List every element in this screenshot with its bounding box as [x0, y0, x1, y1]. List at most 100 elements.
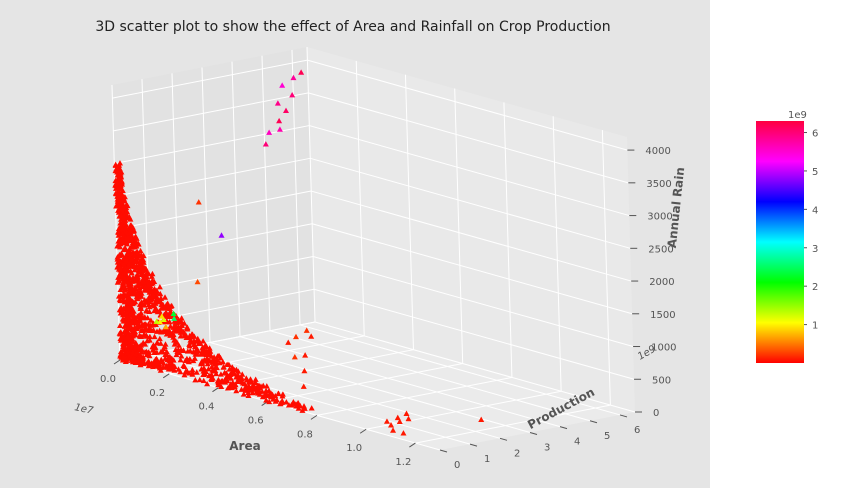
data-point-dense — [169, 332, 176, 338]
data-point-dense — [175, 316, 182, 323]
data-point-dense — [285, 402, 292, 408]
data-point-dense — [157, 299, 164, 305]
data-point-dense — [139, 264, 146, 271]
data-point-dense — [149, 321, 156, 328]
data-point-dense — [115, 174, 122, 180]
colorbar-tick-label: 2 — [812, 282, 818, 293]
data-point-dense — [133, 341, 140, 348]
data-point-dense — [114, 201, 121, 208]
data-point-dense — [137, 247, 144, 254]
data-point-dense — [135, 262, 142, 268]
data-point-dense — [124, 249, 131, 256]
grid-line-y-floor — [269, 330, 591, 422]
data-point-dense — [117, 244, 124, 250]
data-point-dense — [163, 318, 170, 324]
data-point-dense — [138, 309, 145, 316]
data-point-dense — [198, 360, 205, 367]
z-tick-label: 2000 — [649, 277, 674, 288]
data-point — [153, 318, 160, 324]
data-point-dense — [141, 274, 148, 281]
x-axis-offset: 1e7 — [73, 402, 94, 417]
data-point-dense — [128, 233, 135, 239]
data-point-dense — [125, 284, 132, 290]
data-point-dense — [219, 358, 226, 365]
data-point-dense — [119, 198, 126, 204]
grid-line-z-back — [309, 125, 630, 217]
data-point — [396, 418, 403, 425]
data-point-dense — [128, 310, 135, 316]
data-point-dense — [174, 339, 181, 345]
grid-line-z-back — [313, 288, 635, 380]
data-point-dense — [151, 344, 158, 351]
data-point-dense — [121, 323, 128, 329]
data-point-dense — [177, 333, 184, 339]
data-point-dense — [198, 351, 205, 357]
data-point-dense — [299, 407, 306, 413]
data-point-dense — [120, 238, 127, 244]
grid-line-z-left — [113, 92, 309, 132]
data-point-dense — [141, 301, 148, 308]
data-point — [300, 383, 307, 389]
data-point-dense — [121, 246, 128, 252]
data-point-dense — [290, 398, 297, 405]
data-point-dense — [130, 330, 137, 337]
data-point-dense — [134, 282, 141, 289]
data-point-dense — [266, 398, 273, 405]
grid-line-z-back — [312, 256, 634, 348]
data-point — [162, 323, 169, 330]
data-point-dense — [144, 269, 151, 276]
data-point — [403, 410, 410, 416]
data-point-dense — [263, 397, 270, 403]
data-point-dense — [240, 391, 247, 397]
grid-line-z-left — [117, 223, 313, 263]
data-point-dense — [209, 367, 216, 373]
data-point-dense — [144, 314, 151, 321]
data-point-dense — [226, 366, 233, 372]
data-point-dense — [126, 229, 133, 235]
data-point-dense — [121, 287, 128, 293]
data-point-dense — [137, 333, 144, 339]
data-point-dense — [175, 346, 182, 353]
data-point — [292, 333, 299, 340]
x-tick-mark — [162, 373, 170, 379]
data-point-dense — [140, 259, 147, 265]
data-point-dense — [133, 293, 140, 300]
grid-line-z-back — [311, 190, 632, 282]
data-point-dense — [178, 353, 185, 359]
data-point-dense — [177, 356, 184, 363]
data-point-dense — [136, 316, 143, 322]
y-tick-label: 3 — [544, 442, 550, 453]
data-point-dense — [140, 278, 147, 285]
data-point-dense — [275, 390, 282, 397]
data-point-dense — [142, 283, 149, 290]
data-point-dense — [174, 326, 181, 333]
data-point — [276, 117, 283, 124]
data-point-dense — [206, 345, 213, 351]
data-point-dense — [205, 365, 212, 372]
data-point-dense — [190, 348, 197, 355]
data-point-dense — [266, 387, 273, 394]
data-point-dense — [186, 355, 193, 362]
data-point-dense — [211, 354, 218, 360]
data-point-dense — [118, 293, 125, 299]
data-point-dense — [138, 327, 145, 333]
data-point-dense — [130, 354, 137, 361]
grid-line-y-floor — [209, 341, 531, 433]
colorbar-tick-label: 3 — [812, 244, 818, 255]
data-point-dense — [132, 359, 139, 366]
data-point-dense — [200, 371, 207, 377]
data-point-dense — [119, 225, 126, 232]
data-point-dense — [135, 240, 142, 246]
y-tick-label: 5 — [604, 431, 610, 442]
data-point-dense — [234, 371, 241, 377]
data-point-dense — [254, 387, 261, 393]
data-point-dense — [238, 386, 245, 392]
grid-line-z-back — [307, 59, 628, 151]
data-point-dense — [150, 360, 157, 366]
data-point-dense — [135, 250, 142, 256]
data-point-dense — [149, 277, 156, 283]
data-point-dense — [279, 391, 286, 397]
data-point-dense — [132, 351, 139, 357]
data-point-dense — [121, 354, 128, 360]
y-tick-mark — [469, 443, 478, 447]
